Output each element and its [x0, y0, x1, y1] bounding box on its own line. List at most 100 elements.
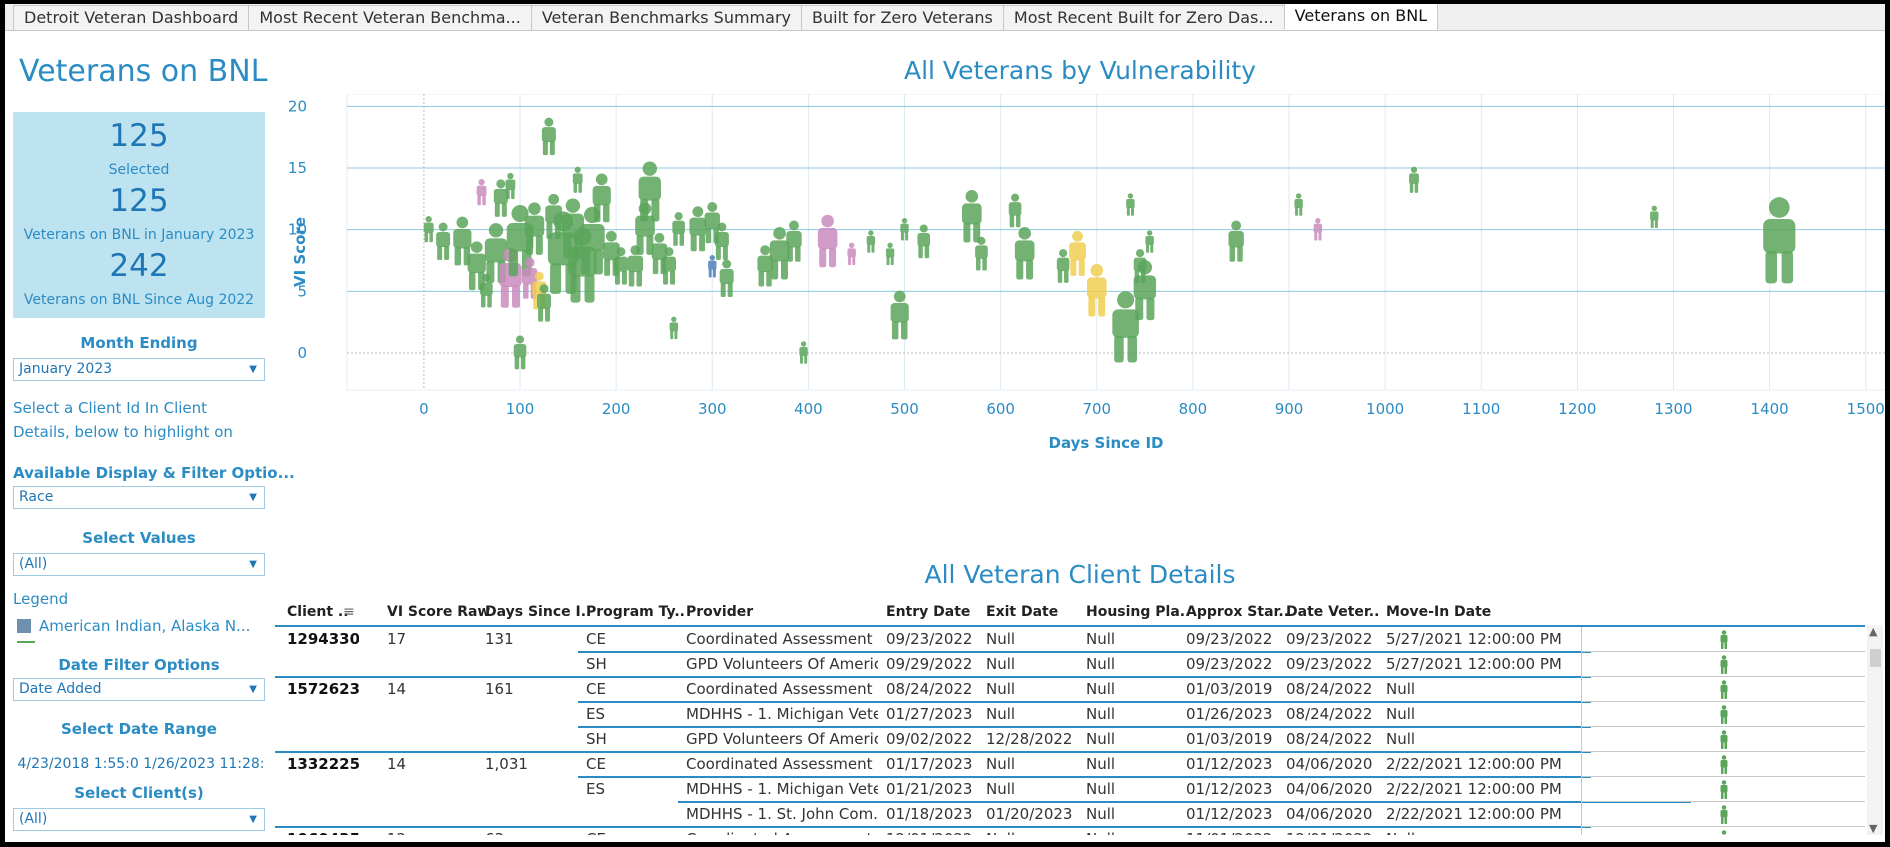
- person-icon: [1313, 217, 1323, 241]
- cell-movein: 2/22/2021 12:00:00 PM: [1386, 755, 1562, 773]
- column-header[interactable]: Date Veter..: [1286, 604, 1380, 620]
- cell-exit: Null: [986, 830, 1082, 835]
- x-tick-label: 1400: [1751, 400, 1789, 418]
- kpi-bnl-month-label: Veterans on BNL in January 2023: [23, 227, 255, 243]
- date-range-slider[interactable]: 4/23/2018 1:55:0 1/26/2023 11:28:: [17, 756, 265, 772]
- table-row[interactable]: 1060435 12 63 CE Coordinated Assessment .. 12…: [275, 827, 1865, 835]
- chevron-down-icon: ▼: [249, 559, 257, 570]
- cell-dateVet: 04/06/2020: [1286, 780, 1373, 798]
- cell-housing: Null: [1086, 805, 1116, 823]
- column-header[interactable]: Program Ty..: [586, 604, 685, 620]
- tab-most-recent-built-for-zero[interactable]: Most Recent Built for Zero Das...: [1002, 5, 1285, 30]
- person-icon: [1721, 830, 1727, 835]
- filter-panel: Veterans on BNL 125 Selected 125 Veteran…: [5, 32, 295, 842]
- table-row[interactable]: SH GPD Volunteers Of Americ.. 09/02/2022 12…: [275, 727, 1865, 753]
- x-axis-label: Days Since ID: [1049, 434, 1164, 452]
- person-icon: [672, 212, 685, 246]
- cell-approx: 09/23/2022: [1186, 630, 1273, 648]
- table-row[interactable]: 1572623 14 161 CE Coordinated Assessment .. 0…: [275, 677, 1865, 703]
- scroll-down-icon[interactable]: ▼: [1869, 822, 1878, 835]
- cell-movein: 2/22/2021 12:00:00 PM: [1386, 805, 1562, 823]
- person-icon: [638, 161, 661, 222]
- person-icon: [890, 290, 909, 340]
- table-row[interactable]: ES MDHHS - 1. Michigan Vete.. 01/21/2023 Nu…: [275, 777, 1865, 803]
- y-tick-label: 20: [288, 97, 307, 115]
- tab-detroit-veteran-dashboard[interactable]: Detroit Veteran Dashboard: [13, 5, 250, 30]
- cell-days: 1,031: [485, 755, 528, 773]
- column-header[interactable]: Entry Date: [886, 604, 971, 620]
- column-header[interactable]: Housing Pla..: [1086, 604, 1191, 620]
- kpi-selected-label: Selected: [108, 162, 170, 178]
- cell-days: 131: [485, 630, 514, 648]
- person-icon: [493, 179, 508, 217]
- display-options-dropdown[interactable]: Race ▼: [13, 486, 265, 509]
- column-header[interactable]: Days Since I..: [485, 604, 592, 620]
- row-marker-cell: [1581, 702, 1865, 727]
- x-tick-label: 1300: [1654, 400, 1692, 418]
- person-icon: [635, 202, 655, 255]
- table-row[interactable]: 1332225 14 1,031 CE Coordinated Assessment .…: [275, 752, 1865, 778]
- cell-exit: 12/28/2022: [986, 730, 1073, 748]
- cell-exit: Null: [986, 655, 1016, 673]
- cell-program: CE: [586, 755, 606, 773]
- cell-vi: 14: [387, 680, 407, 698]
- person-icon: [1720, 780, 1728, 799]
- column-header[interactable]: Provider: [686, 604, 754, 620]
- cell-approx: 01/12/2023: [1186, 755, 1273, 773]
- person-icon: [1069, 230, 1086, 276]
- sort-icon[interactable]: ≡: [343, 604, 355, 620]
- scroll-up-icon[interactable]: ▲: [1869, 625, 1878, 638]
- tab-most-recent-benchmarks[interactable]: Most Recent Veteran Benchma...: [248, 5, 532, 30]
- column-header[interactable]: Exit Date: [986, 604, 1059, 620]
- kpi-card: 125 Selected 125 Veterans on BNL in Janu…: [13, 112, 265, 318]
- table-row[interactable]: SH GPD Volunteers Of Americ.. 09/29/2022 Nu…: [275, 652, 1865, 678]
- x-tick-label: 300: [698, 400, 727, 418]
- x-tick-label: 1100: [1462, 400, 1500, 418]
- table-row[interactable]: MDHHS - 1. St. John Com.. 01/18/2023 01/20…: [275, 802, 1865, 828]
- column-header[interactable]: Move-In Date: [1386, 604, 1492, 620]
- cell-vi: 17: [387, 630, 407, 648]
- table-row[interactable]: 1294330 17 131 CE Coordinated Assessment .. 0…: [275, 627, 1865, 653]
- legend-item[interactable]: American Indian, Alaska N...: [17, 617, 250, 635]
- cell-client: 1572623: [287, 680, 359, 698]
- person-icon: [1133, 260, 1157, 321]
- month-ending-label: Month Ending: [80, 334, 198, 352]
- cell-client: 1060435: [287, 830, 359, 835]
- kpi-bnl-since-value: 242: [109, 248, 169, 284]
- column-header[interactable]: Client ..: [287, 604, 349, 620]
- tab-benchmarks-summary[interactable]: Veteran Benchmarks Summary: [530, 5, 802, 30]
- month-ending-dropdown[interactable]: January 2023 ▼: [13, 358, 265, 381]
- select-clients-dropdown[interactable]: (All) ▼: [13, 808, 265, 831]
- cell-approx: 11/01/2022: [1186, 830, 1282, 835]
- person-icon: [1720, 755, 1728, 774]
- table-title: All Veteran Client Details: [924, 560, 1236, 589]
- person-icon: [1763, 197, 1796, 284]
- cell-housing: Null: [1086, 630, 1116, 648]
- select-values-label: Select Values: [82, 529, 196, 547]
- tab-built-for-zero[interactable]: Built for Zero Veterans: [801, 5, 1004, 30]
- person-icon: [900, 217, 909, 241]
- row-marker-cell: [1581, 627, 1865, 652]
- select-values-dropdown[interactable]: (All) ▼: [13, 553, 265, 576]
- client-details-table[interactable]: 1294330 17 131 CE Coordinated Assessment .. 0…: [275, 625, 1865, 835]
- table-scrollbar[interactable]: ▲ ▼: [1867, 625, 1883, 835]
- y-tick-label: 10: [288, 221, 307, 239]
- vulnerability-scatter-chart[interactable]: 0 100 200 300 400 500 600 700 800 900 1000 1100 1200…: [275, 94, 1885, 544]
- cell-movein: Null: [1386, 705, 1416, 723]
- person-icon: [669, 316, 679, 340]
- tab-veterans-on-bnl[interactable]: Veterans on BNL: [1283, 4, 1439, 30]
- x-tick-label: 0: [419, 400, 429, 418]
- table-row[interactable]: ES MDHHS - 1. Michigan Vete.. 01/27/2023 Nu…: [275, 702, 1865, 728]
- person-icon: [579, 206, 605, 275]
- row-marker-cell: [1581, 727, 1865, 752]
- cell-dateVet: 08/24/2022: [1286, 680, 1373, 698]
- chevron-down-icon: ▼: [249, 492, 257, 503]
- column-header[interactable]: Approx Star..: [1186, 604, 1290, 620]
- date-filter-dropdown[interactable]: Date Added ▼: [13, 678, 265, 701]
- scroll-thumb[interactable]: [1870, 649, 1881, 667]
- cell-approx: 01/03/2019: [1186, 730, 1273, 748]
- person-icon: [757, 245, 773, 287]
- column-header[interactable]: VI Score Raw: [387, 604, 491, 620]
- person-icon: [1720, 655, 1728, 674]
- row-marker-cell: [1581, 752, 1865, 777]
